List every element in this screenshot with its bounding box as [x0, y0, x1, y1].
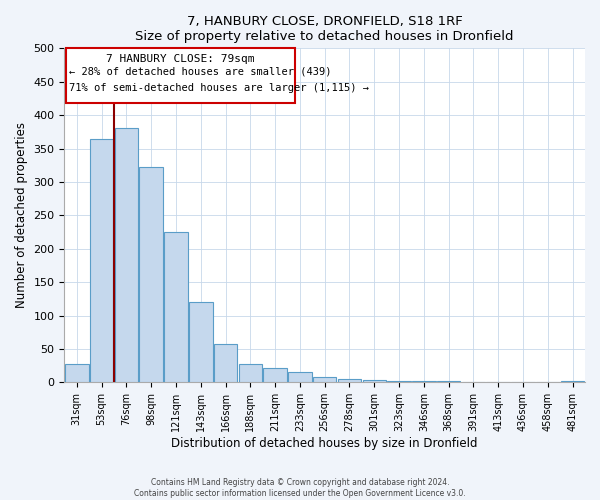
- Text: 71% of semi-detached houses are larger (1,115) →: 71% of semi-detached houses are larger (…: [70, 83, 370, 93]
- Bar: [412, 381, 436, 382]
- Text: Contains HM Land Registry data © Crown copyright and database right 2024.
Contai: Contains HM Land Registry data © Crown c…: [134, 478, 466, 498]
- Bar: [387, 381, 411, 382]
- Text: 7 HANBURY CLOSE: 79sqm: 7 HANBURY CLOSE: 79sqm: [106, 54, 254, 64]
- Bar: [115, 128, 138, 382]
- Bar: [338, 379, 361, 382]
- Bar: [164, 232, 188, 382]
- Bar: [437, 381, 460, 382]
- Bar: [189, 302, 212, 382]
- Bar: [288, 372, 311, 382]
- X-axis label: Distribution of detached houses by size in Dronfield: Distribution of detached houses by size …: [172, 437, 478, 450]
- Bar: [561, 381, 584, 382]
- Bar: [65, 364, 89, 382]
- FancyBboxPatch shape: [65, 48, 295, 103]
- Text: ← 28% of detached houses are smaller (439): ← 28% of detached houses are smaller (43…: [70, 66, 332, 76]
- Bar: [263, 368, 287, 382]
- Bar: [239, 364, 262, 382]
- Bar: [362, 380, 386, 382]
- Bar: [139, 167, 163, 382]
- Bar: [214, 344, 238, 382]
- Bar: [90, 138, 113, 382]
- Bar: [313, 377, 337, 382]
- Y-axis label: Number of detached properties: Number of detached properties: [15, 122, 28, 308]
- Title: 7, HANBURY CLOSE, DRONFIELD, S18 1RF
Size of property relative to detached house: 7, HANBURY CLOSE, DRONFIELD, S18 1RF Siz…: [136, 15, 514, 43]
